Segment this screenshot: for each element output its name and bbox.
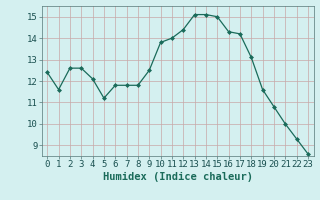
X-axis label: Humidex (Indice chaleur): Humidex (Indice chaleur) xyxy=(103,172,252,182)
